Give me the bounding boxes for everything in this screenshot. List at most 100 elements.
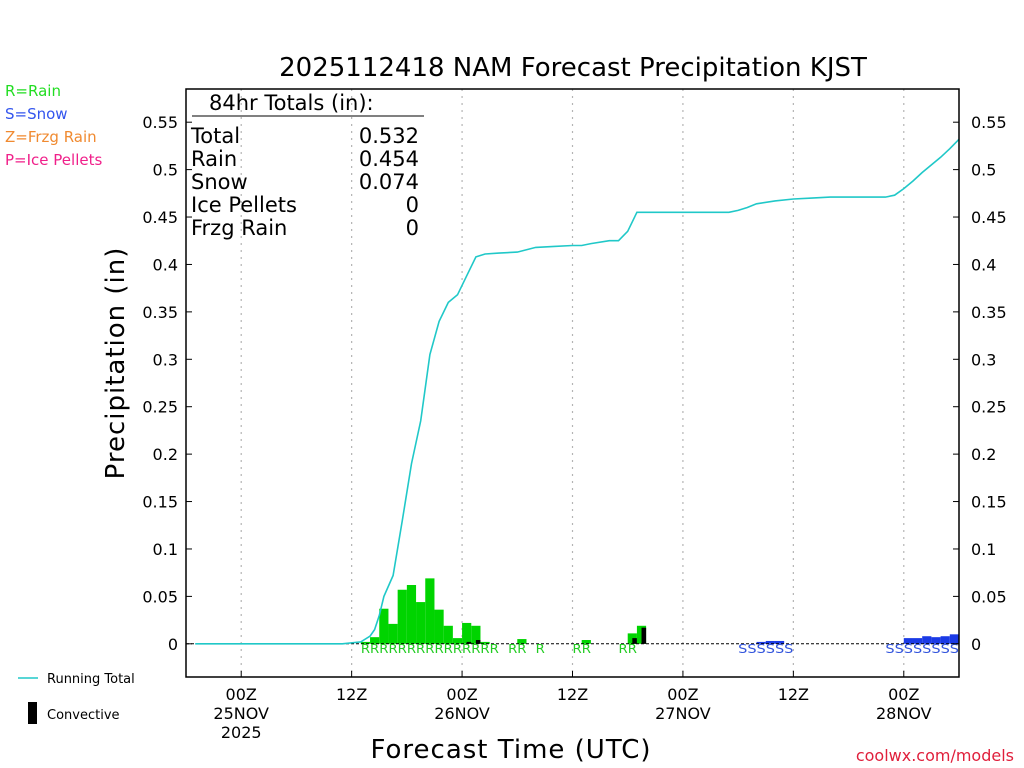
y-tick-label: 0.3: [153, 350, 178, 369]
precip-bar: [517, 639, 527, 644]
ptype-label: RRRRRRRRRRRRRRR: [361, 642, 499, 656]
ptype-label: R: [536, 642, 545, 656]
precip-bar: [452, 638, 463, 644]
x-tick-label: 12Z: [778, 685, 809, 704]
totals-row-value: 0.454: [359, 147, 419, 171]
precip-bar: [462, 622, 472, 644]
precip-bar: [397, 589, 407, 644]
convective-bar: [632, 638, 637, 644]
convective-bar: [641, 627, 647, 644]
ptype-legend-item: R=Rain: [5, 82, 61, 100]
y-tick-label-right: 0.05: [971, 587, 1007, 606]
precip-bar: [480, 641, 490, 644]
precip-bar: [370, 637, 380, 644]
x-tick-label: 26NOV: [434, 704, 490, 723]
y-tick-label-right: 0.15: [971, 493, 1007, 512]
y-tick-label: 0.25: [142, 398, 178, 417]
convective-bar: [466, 641, 472, 644]
x-tick-label: 12Z: [336, 685, 367, 704]
x-tick-label: 2025: [221, 723, 262, 742]
x-tick-label: 25NOV: [213, 704, 269, 723]
totals-heading: 84hr Totals (in):: [209, 91, 374, 115]
precip-bar: [931, 637, 941, 644]
precip-bar: [360, 641, 371, 644]
precip-bar: [903, 638, 913, 644]
totals-box: 84hr Totals (in): Total 0.532 Rain 0.454 Snow…: [190, 91, 424, 240]
precip-bar: [940, 636, 950, 644]
y-tick-label: 0.1: [153, 540, 178, 559]
precip-bar: [949, 634, 959, 644]
series-legend: Running Total Convective: [18, 672, 135, 724]
precip-bar: [416, 602, 426, 644]
precip-bar: [774, 640, 785, 644]
totals-row-value: 0.074: [359, 170, 419, 194]
legend-bar-swatch: [28, 702, 37, 724]
y-tick-label: 0.45: [142, 208, 178, 227]
precip-bar: [434, 609, 444, 644]
ptype-label: RR: [573, 642, 591, 656]
ptype-label: SSSSSS: [738, 642, 793, 656]
precip-bar: [388, 623, 398, 644]
ptype-label: SSSSSSSS: [885, 642, 959, 656]
totals-row-label: Total: [190, 124, 240, 148]
running-total-line: [195, 138, 960, 645]
precip-bar: [471, 625, 481, 644]
grid-lines: [240, 89, 905, 677]
y-tick-label: 0: [168, 635, 178, 654]
precip-type-labels: RRRRRRRRRRRRRRR RR R RR RR SSSSSS SSSSSSSS: [361, 642, 959, 656]
y-tick-label-right: 0.35: [971, 303, 1007, 322]
chart-title: 2025112418 NAM Forecast Precipitation KJ…: [279, 53, 867, 83]
totals-row-label: Ice Pellets: [191, 193, 297, 217]
ptype-label: RR: [619, 642, 637, 656]
credit-link[interactable]: coolwx.com/models: [856, 746, 1014, 765]
y-tick-label: 0.05: [142, 587, 178, 606]
ptype-legend-item: S=Snow: [5, 105, 68, 123]
x-tick-label: 00Z: [667, 685, 698, 704]
x-tick-label: 12Z: [557, 685, 588, 704]
ptype-legend-item: P=Ice Pellets: [5, 151, 102, 169]
x-tick-label: 00Z: [446, 685, 477, 704]
y-tick-label-right: 0.25: [971, 398, 1007, 417]
precip-bar: [425, 578, 435, 644]
series-legend-label: Convective: [47, 708, 120, 723]
y-tick-label-right: 0.45: [971, 208, 1007, 227]
precip-bar: [765, 640, 775, 644]
y-tick-label-right: 0.1: [971, 540, 996, 559]
totals-row-value: 0: [406, 216, 419, 240]
totals-row-value: 0.532: [359, 124, 419, 148]
y-tick-label: 0.4: [153, 255, 178, 274]
y-tick-label: 0.5: [153, 161, 178, 180]
precip-bar: [922, 636, 932, 644]
x-tick-label: 28NOV: [876, 704, 932, 723]
y-tick-label-right: 0.2: [971, 445, 996, 464]
totals-row-label: Rain: [191, 147, 237, 171]
y-tick-label-right: 0.5: [971, 161, 996, 180]
precip-bar: [379, 608, 389, 644]
ptype-label: RR: [508, 642, 526, 656]
x-axis-label: Forecast Time (UTC): [370, 735, 651, 765]
precip-bar: [443, 625, 453, 644]
precip-bars: [360, 578, 959, 644]
totals-row-value: 0: [406, 193, 419, 217]
precip-bar: [406, 585, 417, 644]
y-axis-label: Precipitation (in): [101, 247, 131, 480]
precip-bar: [912, 638, 923, 644]
y-axis-ticks: 0 00.05 0.050.1 0.10.15 0.150.2 0.20.25 0.250.…: [142, 113, 1006, 654]
x-tick-label: 00Z: [888, 685, 919, 704]
y-tick-label-right: 0.55: [971, 113, 1007, 132]
x-tick-label: 00Z: [226, 685, 257, 704]
precip-type-legend: R=Rain S=Snow Z=Frzg Rain P=Ice Pellets: [5, 82, 102, 169]
precip-bar: [581, 640, 591, 644]
y-tick-label: 0.55: [142, 113, 178, 132]
precip-bar: [756, 641, 766, 644]
y-tick-label: 0.35: [142, 303, 178, 322]
y-tick-label-right: 0.4: [971, 255, 996, 274]
y-tick-label: 0.15: [142, 493, 178, 512]
y-tick-label-right: 0.3: [971, 350, 996, 369]
totals-row-label: Snow: [191, 170, 248, 194]
ptype-legend-item: Z=Frzg Rain: [5, 128, 97, 146]
totals-row-label: Frzg Rain: [191, 216, 287, 240]
series-legend-label: Running Total: [47, 672, 135, 687]
